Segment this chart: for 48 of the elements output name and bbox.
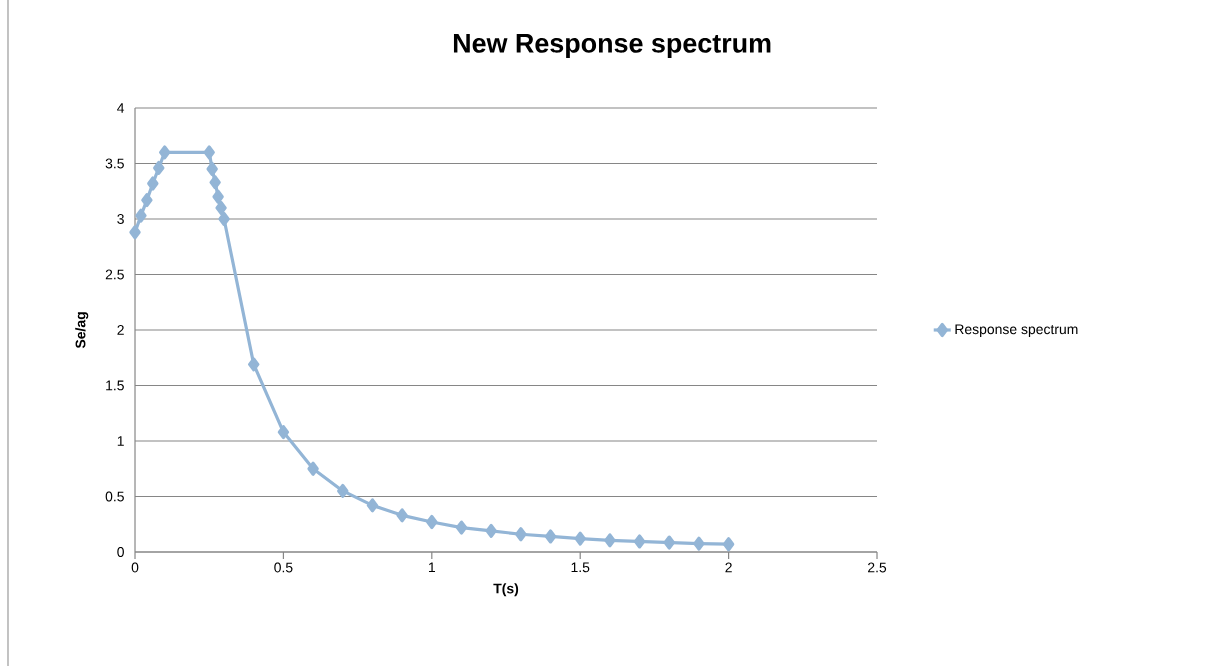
point	[693, 536, 705, 551]
point	[203, 145, 215, 160]
x-tick-label: 2.5	[868, 562, 887, 573]
y-tick-label: 4	[117, 103, 125, 113]
y-tick-label: 0.5	[105, 491, 124, 502]
point	[366, 498, 379, 513]
y-axis-title: Se/ag	[75, 312, 89, 349]
y-tick-label: 0	[117, 547, 124, 557]
point	[129, 225, 141, 240]
point	[158, 145, 171, 160]
y-tick-label: 1	[117, 436, 124, 446]
point	[212, 189, 224, 204]
point	[248, 357, 260, 372]
y-tick-label: 1.5	[106, 380, 124, 391]
point	[396, 508, 408, 523]
point	[426, 514, 438, 530]
point	[209, 175, 221, 190]
y-tick-label: 3.5	[105, 158, 124, 169]
point	[663, 535, 675, 550]
point	[147, 176, 159, 191]
point	[604, 533, 616, 548]
point	[722, 537, 735, 552]
x-tick-label: 1	[428, 562, 436, 573]
point	[515, 527, 527, 542]
x-axis-title: T(s)	[493, 583, 519, 597]
x-tick-label: 1.5	[571, 562, 590, 573]
point	[337, 483, 349, 499]
legend-label: Response spectrum	[955, 324, 1078, 337]
x-tick-label: 0.5	[274, 562, 293, 573]
point	[135, 208, 147, 223]
point	[215, 200, 227, 215]
point	[485, 523, 497, 538]
y-tick-label: 2	[117, 325, 124, 335]
point	[153, 160, 165, 176]
point	[544, 529, 557, 544]
point	[455, 520, 468, 535]
point	[141, 193, 153, 208]
point	[277, 425, 290, 440]
point	[218, 211, 230, 227]
point	[633, 534, 646, 549]
x-tick-label: 2	[725, 562, 732, 573]
point	[307, 461, 319, 476]
point	[574, 531, 586, 546]
y-tick-label: 3	[117, 214, 124, 224]
chart-title: New Response spectrum	[453, 34, 771, 59]
x-tick-label: 0	[131, 562, 139, 573]
y-tick-label: 2.5	[105, 269, 124, 280]
point	[206, 161, 218, 177]
